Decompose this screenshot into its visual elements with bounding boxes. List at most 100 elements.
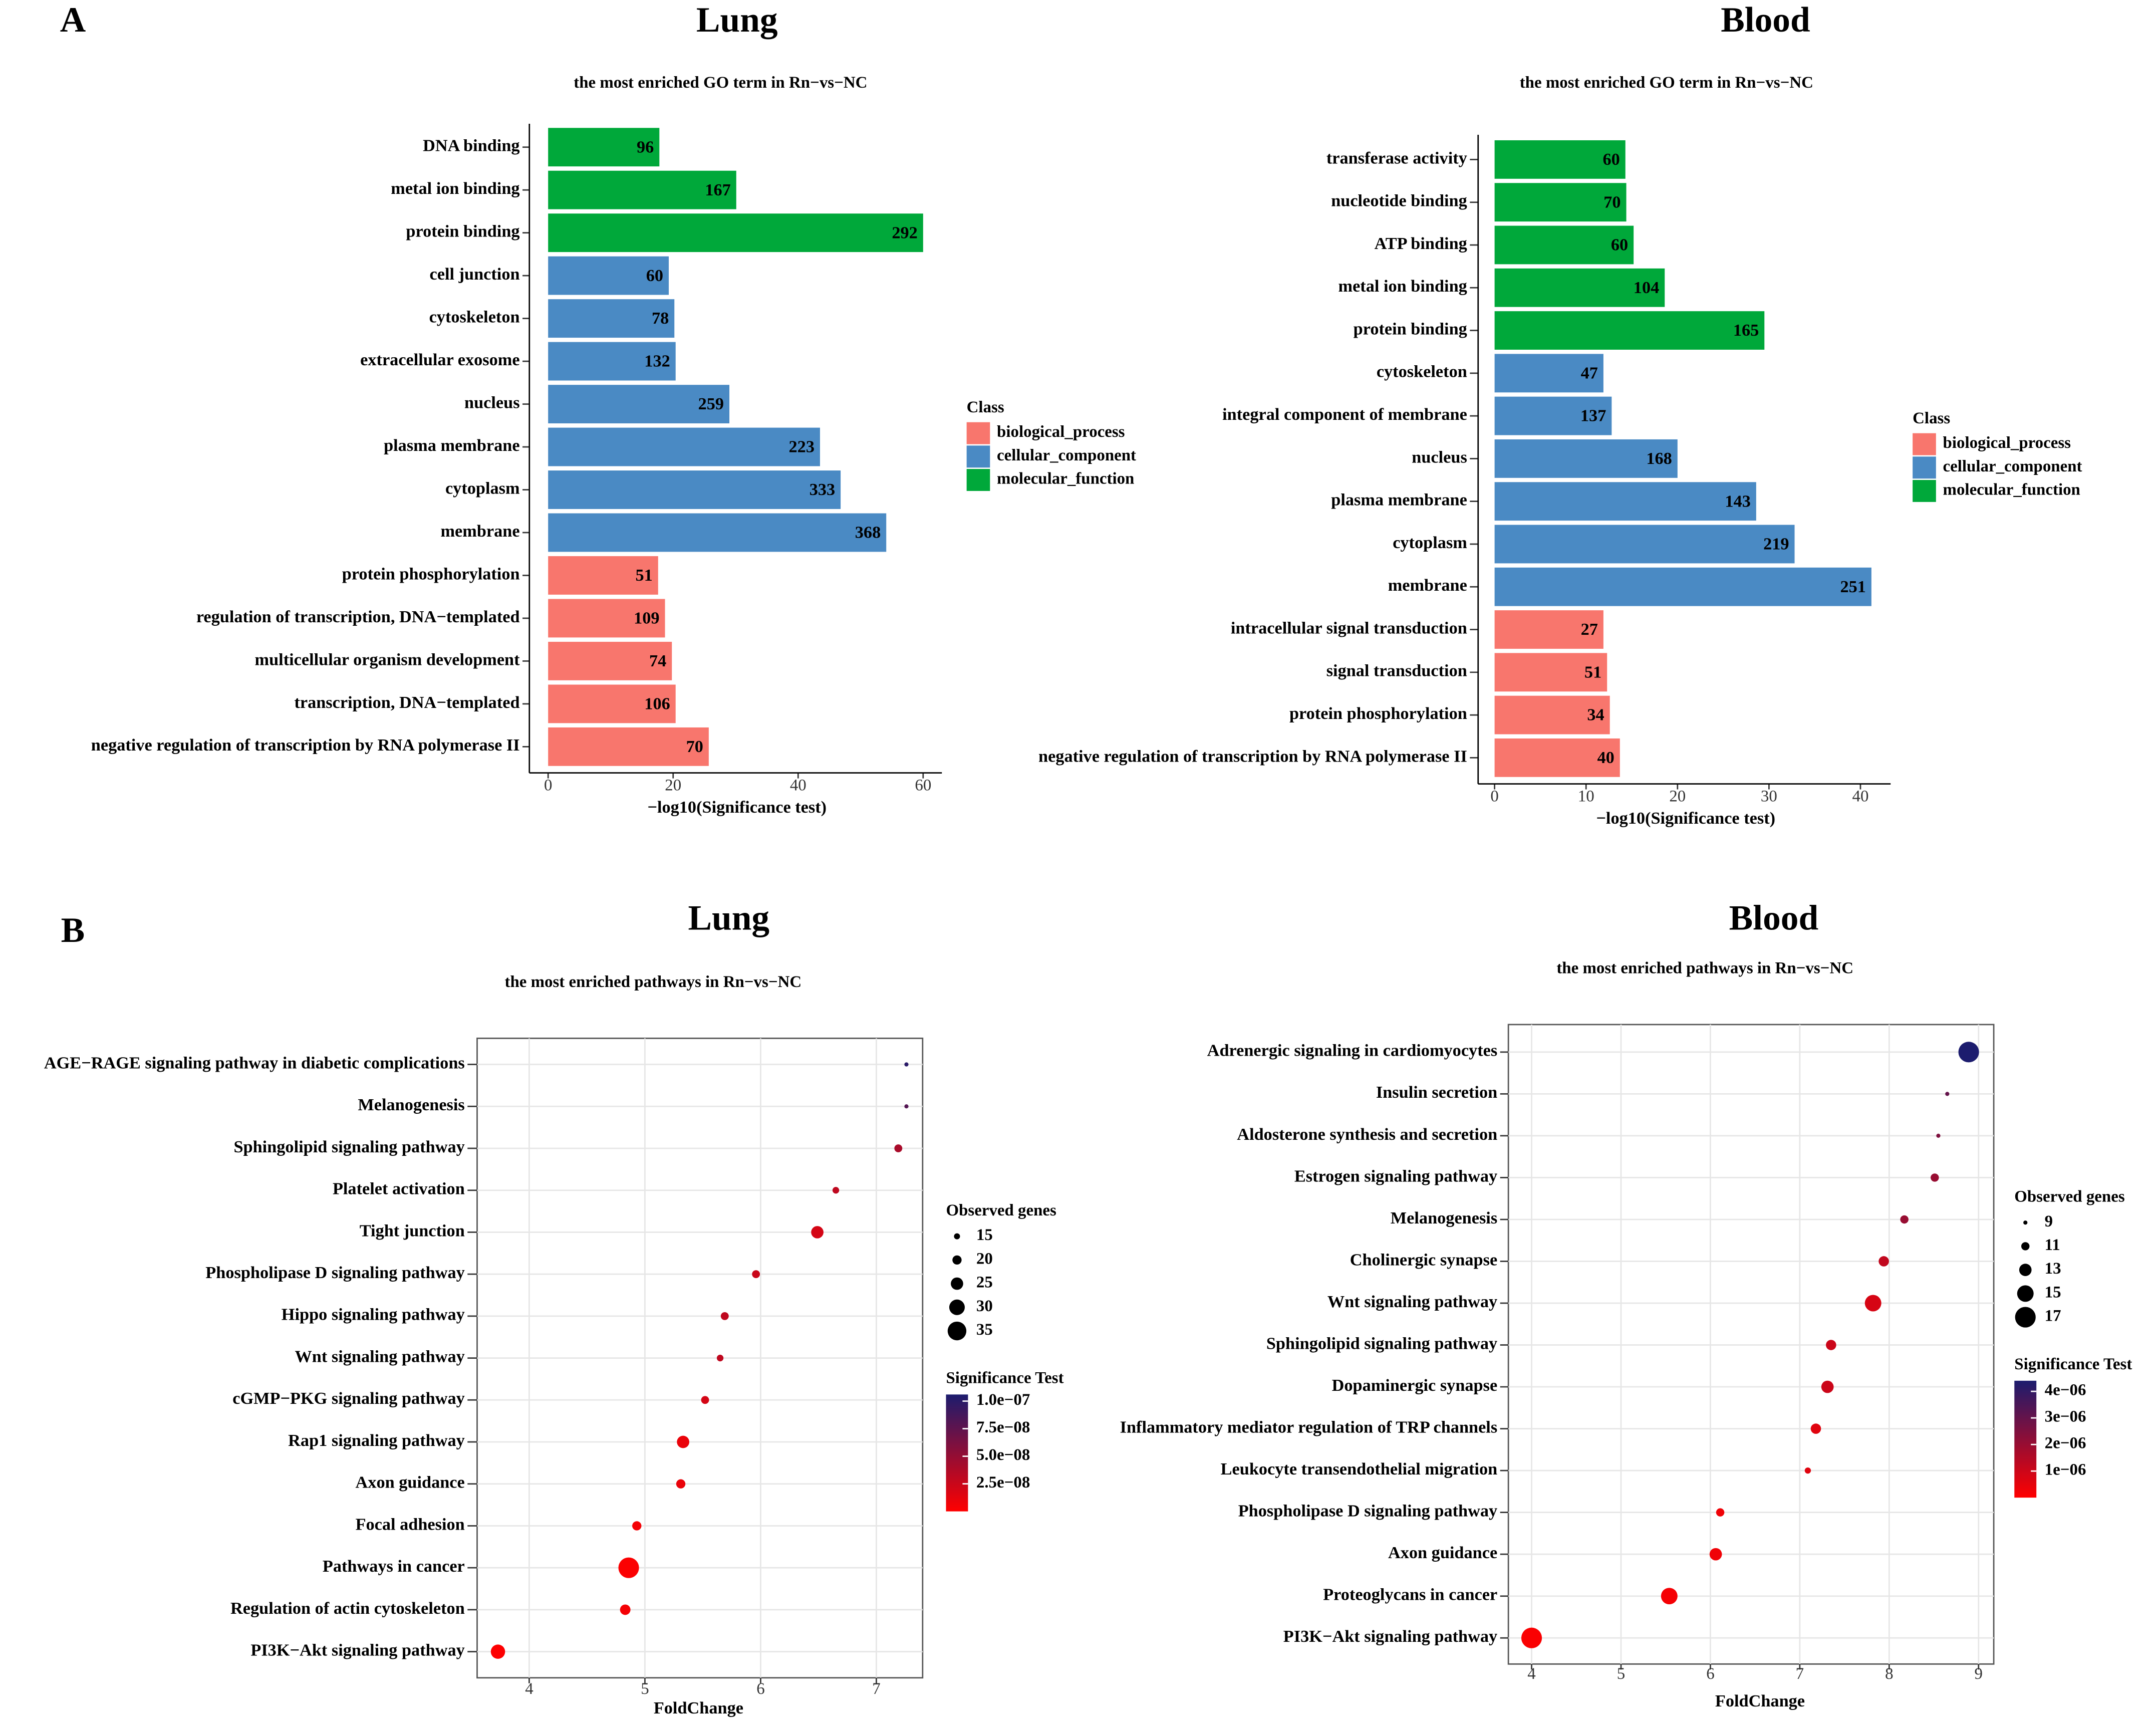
y-tick-label: Cholinergic synapse [1350,1250,1497,1269]
y-tick-label: DNA binding [423,136,520,155]
chart-subtitle: the most enriched GO term in Rn−vs−NC [574,74,867,92]
y-tick-label: metal ion binding [1338,277,1467,296]
y-tick-label: extracellular exosome [360,350,519,369]
legend-title: Class [1913,409,1950,427]
legend-swatch [1913,433,1936,455]
y-tick-label: Phospholipase D signaling pathway [1238,1502,1497,1521]
y-tick-label: Regulation of actin cytoskeleton [230,1599,465,1618]
chart-title: Blood [1729,898,1818,937]
y-tick-label: Tight junction [360,1221,465,1240]
legend-label: biological_process [997,423,1125,441]
size-legend-title: Observed genes [946,1201,1056,1219]
legend-title: Class [967,398,1004,416]
panel-label: A [60,0,86,40]
bubble [716,1354,724,1362]
bar-count-label: 132 [644,352,670,371]
y-tick-label: cytoplasm [1393,533,1467,552]
y-tick-label: Axon guidance [356,1473,465,1492]
legend-swatch [966,422,990,444]
y-tick-label: Focal adhesion [356,1515,465,1534]
color-tick-label: 3e−06 [2045,1408,2086,1426]
bar-count-label: 106 [644,694,670,713]
y-tick-label: Wnt signaling pathway [295,1347,465,1366]
y-tick-label: negative regulation of transcription by … [91,735,520,755]
x-tick-label: 7 [1796,1665,1804,1683]
bar-count-label: 70 [686,737,703,756]
y-tick-label: Pathways in cancer [323,1557,465,1576]
legend-label: molecular_function [997,470,1134,488]
y-tick-label: Inflammatory mediator regulation of TRP … [1120,1417,1498,1436]
y-tick-label: negative regulation of transcription by … [1038,747,1467,766]
y-tick-label: protein binding [406,222,519,241]
bar-count-label: 251 [1840,577,1865,596]
bar [548,727,709,766]
bar [1494,396,1612,435]
size-legend-dot [952,1255,962,1265]
y-tick-label: plasma membrane [1331,490,1467,510]
bubble [620,1604,631,1615]
x-tick-label: 40 [790,777,806,795]
y-tick-label: cGMP−PKG signaling pathway [232,1389,465,1408]
chart-title: Lung [688,898,769,937]
bar [1494,738,1620,777]
bar [1494,695,1610,734]
bubble [1900,1215,1909,1224]
bar-count-label: 109 [634,609,659,628]
y-tick-label: Platelet activation [333,1179,465,1198]
plot-panel [1507,1024,1995,1665]
y-tick-label: Estrogen signaling pathway [1294,1166,1497,1185]
y-tick-label: plasma membrane [384,436,520,455]
size-legend-label: 9 [2045,1212,2053,1230]
color-tick-label: 2.5e−08 [976,1473,1030,1492]
bubble [618,1557,639,1578]
y-tick-label: multicellular organism development [255,650,520,669]
y-tick-label: AGE−RAGE signaling pathway in diabetic c… [44,1053,465,1072]
y-tick-label: metal ion binding [391,179,519,198]
y-tick-label: cytoskeleton [429,307,520,326]
color-tick-label: 1.0e−07 [976,1391,1030,1409]
bubble [752,1270,760,1279]
bar-count-label: 74 [649,651,666,670]
chart-subtitle: the most enriched pathways in Rn−vs−NC [504,973,801,991]
bar [548,513,887,552]
y-tick-label: Axon guidance [1388,1543,1497,1562]
bar [1494,268,1665,307]
legend-swatch [1913,456,1936,479]
bubble [1931,1173,1939,1182]
x-tick-label: 8 [1885,1665,1893,1683]
bar-count-label: 219 [1763,535,1789,554]
y-tick-label: PI3K−Akt signaling pathway [1283,1627,1497,1646]
bubble [1709,1548,1722,1561]
y-tick-label: Melanogenesis [1391,1208,1497,1227]
bar [548,427,820,466]
bubble [1661,1588,1678,1605]
bar [548,556,658,595]
x-tick-label: 9 [1975,1665,1983,1683]
bubble [904,1104,909,1109]
bubble [677,1435,690,1448]
bubble [1804,1467,1811,1474]
size-legend-dot [2023,1220,2028,1225]
color-tick-label: 1e−06 [2045,1461,2086,1479]
y-tick-label: Rap1 signaling pathway [288,1431,465,1450]
bar-count-label: 27 [1581,620,1598,639]
legend-label: cellular_component [997,446,1136,464]
size-legend-dot [2015,1307,2036,1328]
bar [548,641,672,680]
bar-count-label: 78 [652,309,669,328]
y-tick-label: transcription, DNA−templated [294,693,519,712]
y-tick-label: Phospholipase D signaling pathway [205,1263,464,1282]
bar-count-label: 60 [1602,150,1620,169]
size-legend-dot [947,1321,967,1341]
x-tick-label: 4 [525,1680,533,1698]
bubble [1826,1340,1836,1350]
y-tick-label: Insulin secretion [1376,1083,1497,1102]
chart-title: Lung [696,0,778,40]
y-tick-label: protein phosphorylation [342,564,520,583]
bar-count-label: 60 [646,266,663,285]
bar-count-label: 292 [892,223,917,242]
y-tick-label: Wnt signaling pathway [1327,1292,1497,1311]
bar [1494,610,1603,649]
y-tick-label: cytoskeleton [1377,362,1467,381]
size-legend-label: 11 [2045,1236,2060,1254]
